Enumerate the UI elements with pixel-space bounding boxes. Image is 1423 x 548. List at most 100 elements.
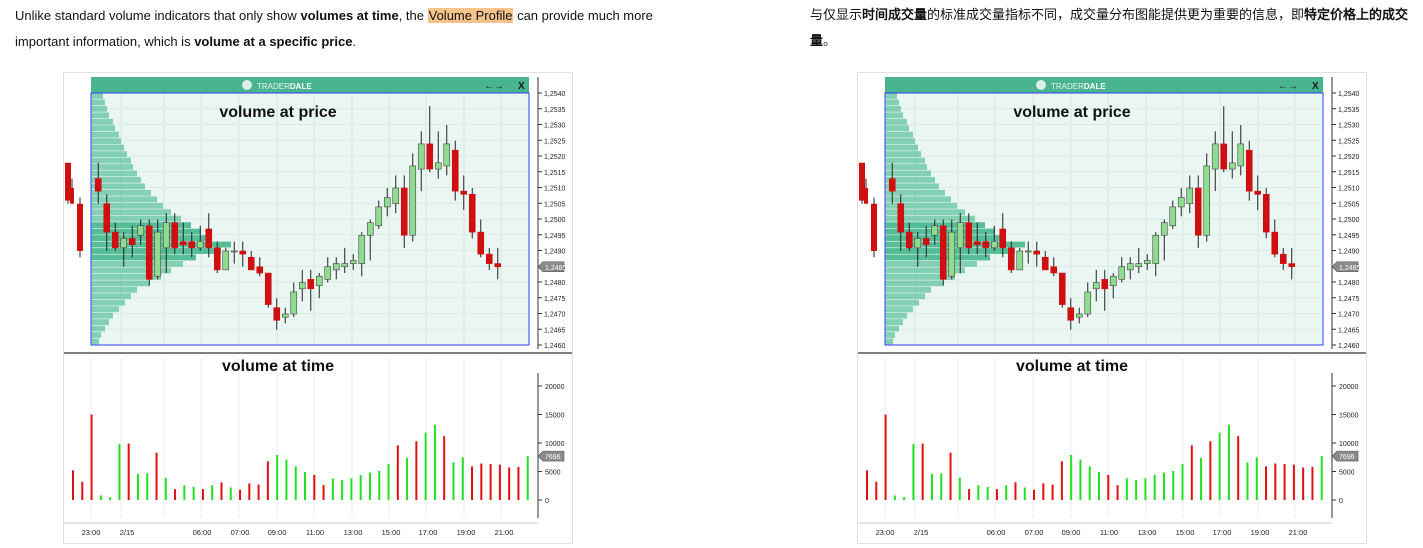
profile-bar: [91, 125, 115, 132]
volume-bar-down: [257, 484, 260, 500]
time-tick-label: 06:00: [987, 528, 1006, 537]
candle-down: [1220, 143, 1228, 170]
time-tick-label: 13:00: [1138, 528, 1157, 537]
profile-bar: [885, 209, 965, 216]
profile-bar: [91, 138, 121, 145]
candle-down: [171, 222, 179, 249]
time-tick-label: 21:00: [1289, 528, 1308, 537]
candle-down: [1254, 190, 1262, 195]
current-volume-label: 7696: [1339, 454, 1355, 461]
volume-bar-up: [1200, 457, 1203, 500]
profile-bar: [91, 93, 103, 99]
candle-up: [956, 222, 964, 249]
close-icon: X: [518, 81, 525, 92]
volume-bar-down: [1302, 467, 1305, 500]
volume-tick-label: 20000: [545, 384, 565, 391]
candle-up: [366, 222, 374, 236]
tradedale-logo-icon: [242, 80, 252, 90]
candle-down: [999, 228, 1007, 249]
volume-tick-label: 15000: [1339, 413, 1359, 420]
candle-down: [1245, 149, 1253, 192]
volume-bar-down: [1274, 463, 1277, 500]
candle-down: [400, 187, 408, 236]
candle-down: [205, 228, 213, 249]
volume-bar-down: [1042, 483, 1045, 500]
current-volume-marker: [537, 450, 565, 462]
price-tick-label: 1,2500: [544, 217, 566, 224]
candle-up: [162, 222, 170, 249]
volume-bar-down: [921, 443, 924, 500]
profile-bar: [91, 209, 171, 216]
price-tick-label: 1,2470: [544, 312, 566, 319]
volume-bar-up: [903, 497, 906, 500]
volume-bar-down: [313, 474, 316, 500]
volume-bar-up: [359, 474, 362, 500]
candle-up: [315, 275, 323, 286]
candle-down: [1041, 257, 1049, 271]
candle-up: [1186, 187, 1194, 205]
candle-up: [154, 231, 162, 277]
volume-bar-down: [480, 463, 483, 500]
candle-up: [222, 250, 230, 271]
candle-down: [1262, 194, 1270, 233]
candle-down: [1271, 231, 1279, 255]
current-price-marker: [537, 261, 565, 273]
candle-down: [973, 241, 981, 246]
profile-bar: [91, 99, 105, 106]
time-tick-label: 09:00: [268, 528, 287, 537]
profile-bar: [91, 196, 157, 203]
profile-bar: [885, 215, 975, 222]
volume-bar-up: [461, 457, 464, 500]
volume-bar-down: [90, 414, 93, 500]
price-tick-label: 1,2510: [544, 186, 566, 193]
volume-bar-down: [968, 489, 971, 500]
profile-bar: [885, 319, 903, 326]
volume-bar-up: [164, 477, 167, 500]
price-tick-label: 1,2540: [1338, 91, 1360, 98]
price-tick-label: 1,2470: [1338, 312, 1360, 319]
candle-down: [111, 231, 119, 249]
time-tick-label: 21:00: [495, 528, 514, 537]
price-panel-border: [90, 92, 530, 346]
volume-bar-down: [174, 489, 177, 500]
candle-up: [1075, 313, 1083, 318]
volume-bar-up: [294, 466, 297, 500]
time-tick-label: 09:00: [1062, 528, 1081, 537]
volume-bar-down: [415, 441, 418, 500]
candle-down: [213, 247, 221, 271]
profile-bar: [885, 125, 909, 132]
volume-bar-up: [930, 473, 933, 500]
volume-tick-label: 0: [545, 498, 549, 505]
tradedale-logo-icon: [1036, 80, 1046, 90]
candle-down: [451, 149, 459, 192]
price-tick-label: 1,2460: [544, 343, 566, 350]
price-tick-label: 1,2535: [544, 107, 566, 114]
candle-down: [1007, 247, 1015, 271]
profile-bar: [91, 170, 137, 177]
profile-bar: [885, 118, 907, 125]
brand-name: TRADERDALE: [1051, 82, 1106, 91]
price-tick-label: 1,2495: [544, 233, 566, 240]
candle-up: [1169, 206, 1177, 227]
volume-bar-down: [396, 445, 399, 500]
current-price-label: 1,2485: [1339, 265, 1361, 272]
volume-bar-up: [350, 478, 353, 500]
candle-up: [1237, 143, 1245, 167]
volume-tick-label: 15000: [545, 413, 565, 420]
volume-bar-down: [866, 470, 868, 500]
volume-bar-up: [893, 495, 896, 500]
profile-bar: [91, 280, 149, 287]
profile-bar: [885, 131, 913, 138]
volume-bar-up: [304, 472, 306, 500]
candle-down: [871, 203, 877, 251]
volume-bar-up: [1023, 487, 1026, 500]
candle-up: [383, 197, 391, 208]
candle-up: [1016, 250, 1024, 271]
candle-down: [859, 162, 865, 201]
price-tick-label: 1,2465: [544, 327, 566, 334]
time-tick-label: 2/15: [914, 528, 929, 537]
volume-bar-up: [378, 470, 381, 500]
